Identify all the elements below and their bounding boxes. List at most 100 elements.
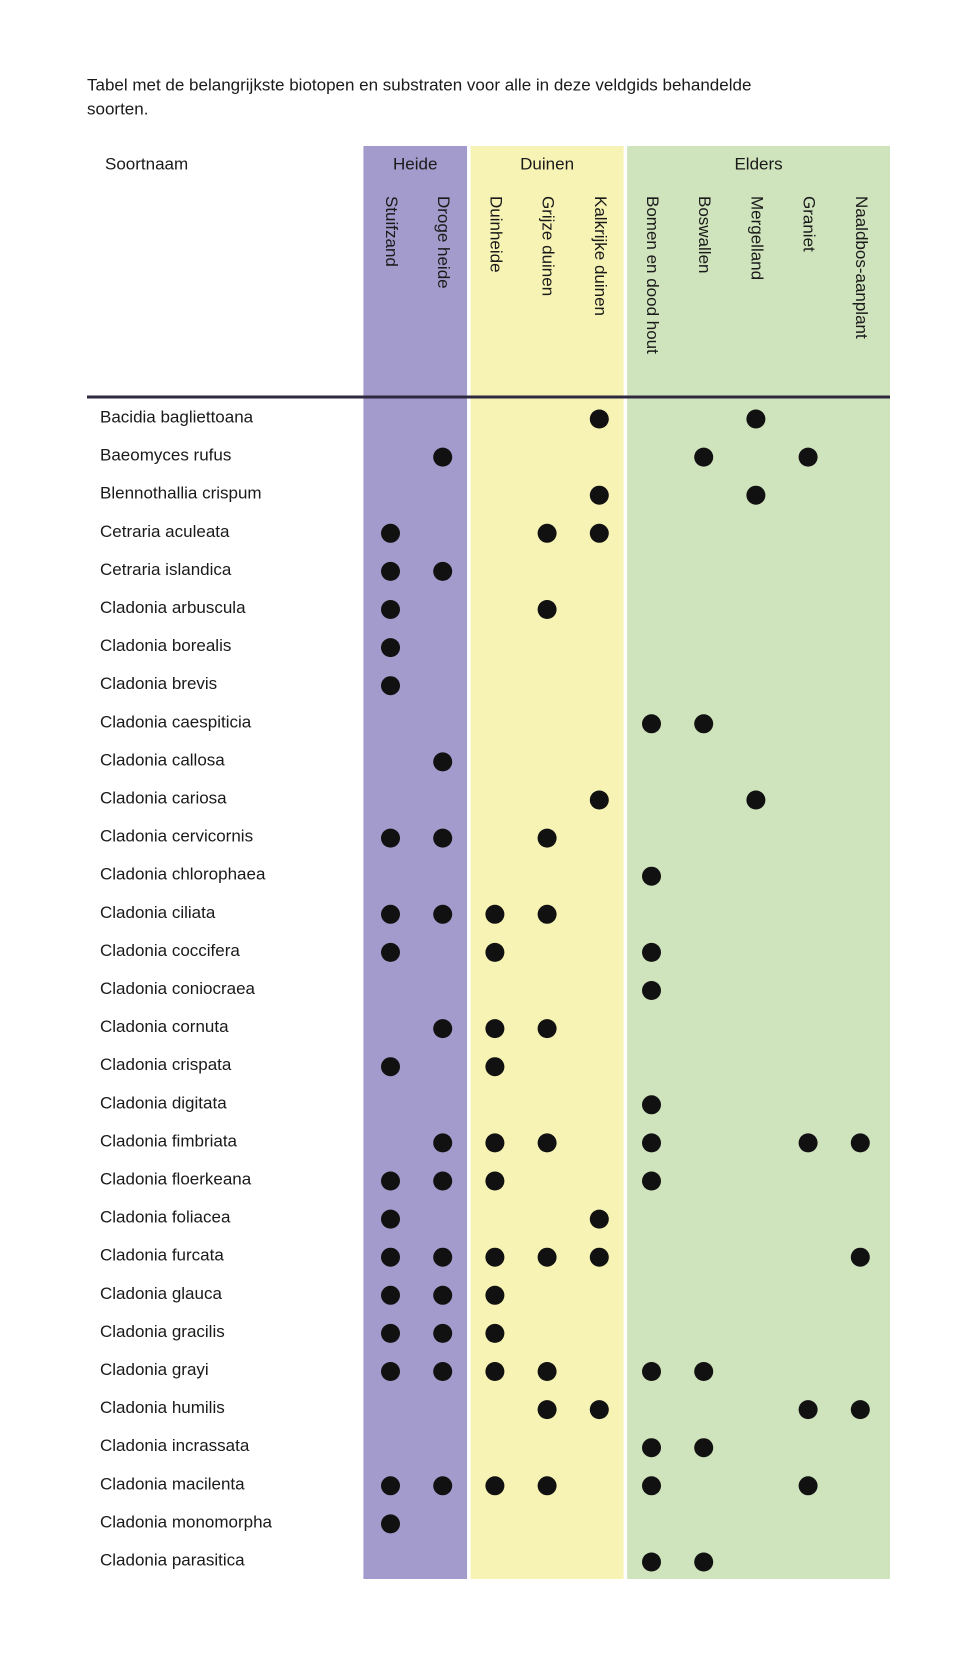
occurrence-dot	[433, 828, 453, 848]
species-name: Cladonia digitata	[100, 1093, 227, 1112]
occurrence-dot	[485, 1285, 505, 1305]
column-header: Graniet	[800, 196, 819, 252]
group-header: Elders	[734, 154, 782, 173]
occurrence-dot	[433, 447, 453, 467]
species-name: Cladonia grayi	[100, 1360, 209, 1379]
occurrence-dot	[642, 1476, 661, 1496]
species-name: Cladonia fimbriata	[100, 1131, 238, 1150]
species-name: Cladonia gracilis	[100, 1322, 225, 1341]
occurrence-dot	[798, 1400, 818, 1420]
species-name: Cladonia monomorpha	[100, 1512, 273, 1531]
species-name: Cladonia borealis	[100, 636, 231, 655]
occurrence-dot	[537, 1362, 557, 1381]
occurrence-dot	[537, 904, 557, 924]
occurrence-dot	[746, 790, 766, 810]
occurrence-dot	[485, 1362, 505, 1381]
column-header: Naaldbos-aanplant	[852, 196, 871, 339]
species-name: Cladonia crispata	[100, 1055, 232, 1074]
species-name: Cladonia brevis	[100, 674, 217, 693]
occurrence-dot	[537, 1476, 557, 1496]
column-header: Grijze duinen	[539, 196, 558, 296]
occurrence-dot	[485, 1247, 505, 1267]
occurrence-dot	[485, 942, 505, 962]
species-name: Cladonia floerkeana	[100, 1169, 252, 1188]
occurrence-dot	[485, 1476, 505, 1496]
occurrence-dot	[485, 1171, 505, 1191]
species-name: Cladonia incrassata	[100, 1436, 250, 1455]
occurrence-dot	[589, 790, 609, 810]
species-name: Cladonia arbuscula	[100, 598, 246, 617]
occurrence-dot	[537, 600, 557, 619]
occurrence-dot	[537, 828, 557, 848]
occurrence-dot	[537, 523, 557, 543]
occurrence-dot	[485, 1133, 505, 1153]
occurrence-dot	[694, 447, 714, 467]
occurrence-dot	[381, 638, 400, 658]
occurrence-dot	[589, 1247, 609, 1267]
occurrence-dot	[589, 1209, 609, 1229]
occurrence-dot	[381, 1323, 400, 1343]
species-name: Cladonia glauca	[100, 1284, 222, 1303]
group-band	[627, 146, 890, 1579]
column-header: Boswallen	[695, 196, 714, 274]
column-header: Droge heide	[434, 196, 453, 289]
occurrence-dot	[746, 409, 766, 429]
occurrence-dot	[381, 676, 400, 696]
species-name: Cladonia cariosa	[100, 788, 227, 807]
occurrence-dot	[537, 1400, 557, 1420]
occurrence-dot	[381, 600, 400, 619]
occurrence-dot	[694, 1438, 714, 1458]
species-name: Baeomyces rufus	[100, 446, 231, 465]
occurrence-dot	[433, 1323, 453, 1343]
occurrence-dot	[642, 714, 661, 734]
species-name: Cladonia callosa	[100, 750, 225, 769]
occurrence-dot	[537, 1247, 557, 1267]
occurrence-dot	[694, 714, 714, 734]
occurrence-dot	[746, 485, 766, 505]
occurrence-dot	[433, 1019, 453, 1039]
species-name: Cladonia caespiticia	[100, 712, 252, 731]
occurrence-dot	[485, 1057, 505, 1077]
species-name: Cladonia chlorophaea	[100, 865, 266, 884]
occurrence-dot	[433, 561, 453, 581]
occurrence-dot	[537, 1133, 557, 1153]
occurrence-dot	[642, 1171, 661, 1191]
occurrence-dot	[798, 1476, 818, 1496]
species-name: Cetraria aculeata	[100, 522, 230, 541]
column-header: Kalkrijke duinen	[591, 196, 610, 316]
occurrence-dot	[433, 1285, 453, 1305]
occurrence-dot	[694, 1362, 714, 1381]
occurrence-dot	[433, 1133, 453, 1153]
column-header: Duinheide	[486, 196, 505, 273]
species-name: Cetraria islandica	[100, 560, 232, 579]
occurrence-dot	[589, 409, 609, 429]
occurrence-dot	[642, 942, 661, 962]
species-name: Cladonia cervicornis	[100, 827, 253, 846]
name-column-header: Soortnaam	[105, 154, 188, 173]
species-name: Cladonia ciliata	[100, 903, 216, 922]
occurrence-dot	[642, 981, 661, 1000]
column-header: Stuifzand	[382, 196, 401, 267]
occurrence-dot	[589, 523, 609, 543]
group-band	[363, 146, 468, 1579]
occurrence-dot	[381, 1476, 400, 1496]
occurrence-dot	[381, 1247, 400, 1267]
occurrence-dot	[642, 1438, 661, 1458]
occurrence-dot	[433, 1476, 453, 1496]
occurrence-dot	[381, 1057, 400, 1077]
occurrence-dot	[642, 1095, 661, 1115]
occurrence-dot	[589, 1400, 609, 1420]
occurrence-dot	[850, 1400, 870, 1420]
occurrence-dot	[381, 828, 400, 848]
occurrence-dot	[381, 942, 400, 962]
occurrence-dot	[381, 561, 400, 581]
occurrence-dot	[381, 904, 400, 924]
species-name: Blennothallia crispum	[100, 484, 262, 503]
occurrence-dot	[642, 866, 661, 886]
species-name: Cladonia furcata	[100, 1246, 224, 1265]
occurrence-dot	[798, 447, 818, 467]
occurrence-dot	[642, 1552, 661, 1572]
occurrence-dot	[485, 1323, 505, 1343]
occurrence-dot	[485, 904, 505, 924]
